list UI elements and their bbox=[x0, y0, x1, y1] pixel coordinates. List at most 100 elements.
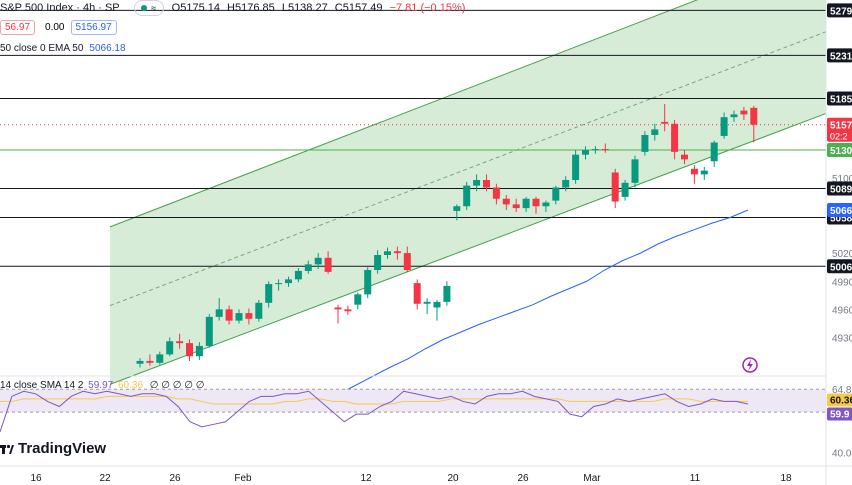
high-value: H5176.85 bbox=[227, 2, 275, 14]
rsi-sma-line bbox=[0, 395, 748, 405]
price-tick-label: 5020 bbox=[832, 249, 852, 260]
level-tag-label: 5058 bbox=[830, 214, 852, 225]
status-dots[interactable]: ≈ bbox=[133, 0, 164, 16]
candlesticks bbox=[136, 104, 758, 368]
candle-body bbox=[512, 204, 520, 209]
rsi-tick-label: 40.0 bbox=[832, 448, 852, 459]
ema-label: 50 close 0 EMA 50 bbox=[0, 43, 84, 54]
candle-body bbox=[552, 187, 560, 201]
candle-body bbox=[641, 135, 649, 152]
candle-body bbox=[621, 182, 629, 197]
time-tick-label: 20 bbox=[447, 473, 459, 484]
candle-body bbox=[324, 257, 332, 272]
sell-button[interactable]: 56.97 bbox=[0, 20, 36, 35]
ema-50-line bbox=[299, 209, 749, 411]
candle-body bbox=[205, 316, 213, 346]
level-tag-bg bbox=[827, 91, 852, 106]
candle-body bbox=[492, 187, 500, 199]
candle-body bbox=[562, 180, 570, 188]
ohlc-values: O5175.14 H5176.85 L5138.27 C5157.49 −7.8… bbox=[172, 2, 470, 14]
candle-body bbox=[423, 301, 431, 304]
candle-body bbox=[285, 279, 292, 284]
channel-mid-line bbox=[109, 31, 827, 307]
candle-body bbox=[690, 168, 698, 175]
level-tag-label: 5089 bbox=[830, 184, 852, 195]
current-price-tag-bg bbox=[827, 117, 852, 142]
candle-body bbox=[730, 114, 738, 118]
green-tag-bg bbox=[827, 143, 852, 157]
candle-body bbox=[661, 121, 669, 124]
candle-body bbox=[156, 354, 164, 363]
candle-body bbox=[542, 202, 550, 207]
ema-legend[interactable]: 50 close 0 EMA 50 5066.18 bbox=[0, 43, 126, 54]
candle-body bbox=[334, 307, 342, 310]
rsi-sma-tag-bg bbox=[827, 393, 852, 407]
candle-body bbox=[265, 284, 273, 303]
ema-tag-label: 5066 bbox=[830, 206, 852, 217]
open-value: O5175.14 bbox=[171, 2, 220, 14]
level-tag-bg bbox=[827, 3, 852, 18]
candle-body bbox=[215, 309, 223, 317]
rsi-value: 59.97 bbox=[88, 380, 114, 391]
price-tick-label: 4960 bbox=[832, 305, 852, 316]
level-tag-label: 5185 bbox=[830, 94, 852, 105]
candle-body bbox=[364, 270, 372, 295]
candle-body bbox=[453, 206, 461, 211]
candle-body bbox=[393, 251, 401, 254]
low-value: L5138.27 bbox=[281, 2, 328, 14]
candle-body bbox=[522, 198, 530, 209]
candle-body bbox=[186, 343, 193, 357]
candle-body bbox=[750, 107, 758, 125]
green-tag-label: 5130 bbox=[830, 146, 852, 157]
rsi-band bbox=[0, 389, 826, 413]
time-tick-label: 26 bbox=[517, 473, 529, 484]
candle-body bbox=[740, 110, 748, 115]
rsi-legend[interactable]: 14 close SMA 14 2 59.97 60.36 ∅ ∅ ∅ ∅ ∅ bbox=[0, 380, 204, 391]
candle-body bbox=[354, 294, 362, 305]
level-tag-label: 5006 bbox=[830, 262, 852, 273]
candle-body bbox=[651, 129, 659, 135]
rsi-sma-value: 60.36 bbox=[117, 380, 144, 391]
time-tick-label: Mar bbox=[583, 473, 601, 484]
lightning-bolt-icon bbox=[747, 359, 753, 371]
time-tick-label: 12 bbox=[360, 473, 372, 484]
candle-body bbox=[681, 154, 688, 160]
spread-value: 0.00 bbox=[45, 22, 65, 33]
candle-body bbox=[591, 149, 599, 151]
candle-body bbox=[304, 264, 312, 271]
time-tick-label: Feb bbox=[234, 473, 252, 484]
change-value: −7.81 (−0.15%) bbox=[389, 2, 466, 14]
market-open-dot bbox=[141, 5, 148, 11]
price-tick-label: 5100 bbox=[832, 174, 852, 185]
candle-body bbox=[700, 170, 708, 175]
candle-body bbox=[671, 123, 679, 152]
ema-tag-bg bbox=[827, 203, 852, 217]
candle-body bbox=[255, 302, 263, 319]
price-tick-label: 4930 bbox=[832, 334, 852, 345]
time-tick-label: 18 bbox=[780, 473, 792, 484]
candle-body bbox=[294, 270, 302, 280]
symbol-title[interactable]: S&P 500 Index · 4h · SP bbox=[0, 2, 120, 14]
candle-body bbox=[443, 285, 451, 302]
channel-upper-line bbox=[109, 0, 699, 228]
candle-body bbox=[611, 172, 619, 202]
rsi-sma-tag: 60.36 bbox=[830, 396, 852, 407]
rsi-tick-label: 64.8 bbox=[832, 385, 852, 396]
rsi-pane bbox=[0, 375, 826, 433]
candle-body bbox=[225, 309, 233, 321]
candle-body bbox=[235, 313, 243, 321]
candle-body bbox=[572, 154, 580, 180]
symbol-legend: S&P 500 Index · 4h · SP ≈ O5175.14 H5176… bbox=[0, 0, 469, 16]
candle-body bbox=[374, 255, 382, 270]
candle-body bbox=[720, 117, 728, 136]
ema-value: 5066.18 bbox=[89, 43, 126, 54]
level-tag-bg bbox=[827, 259, 852, 274]
candle-body bbox=[433, 301, 441, 308]
candle-body bbox=[631, 159, 639, 183]
candle-body bbox=[245, 313, 253, 319]
candle-body bbox=[384, 251, 391, 255]
buy-button[interactable]: 5156.97 bbox=[70, 20, 117, 35]
rsi-line bbox=[0, 390, 749, 433]
